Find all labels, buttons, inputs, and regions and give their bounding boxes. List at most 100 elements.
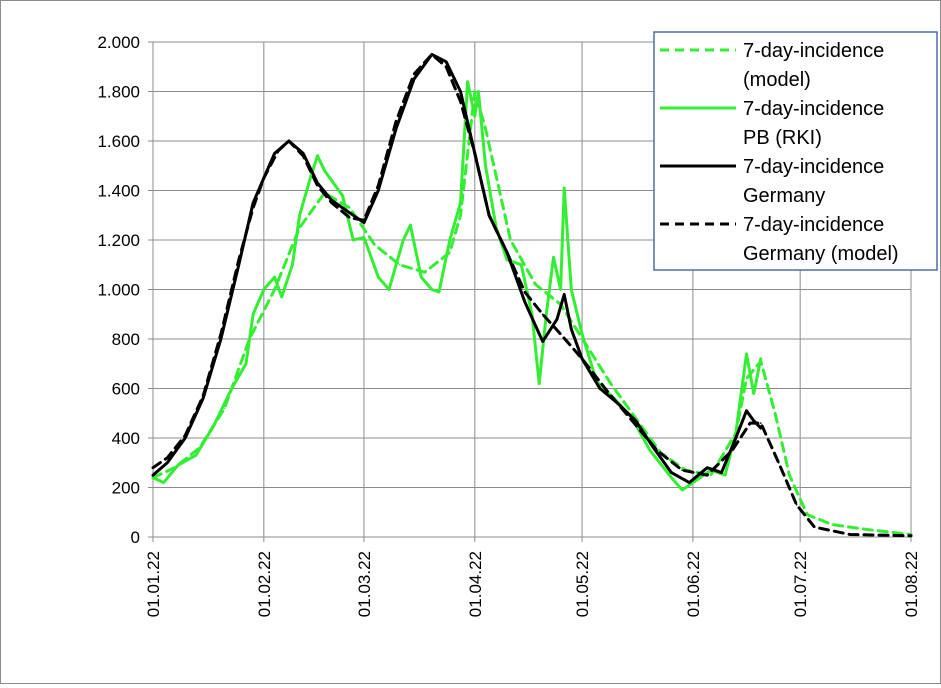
data-point (556, 318, 558, 321)
x-axis: 01.01.22 01.02.22 01.03.22 01.04.22 01.05.22… (144, 536, 921, 617)
data-point (288, 140, 290, 142)
data-point (238, 264, 240, 266)
data-point (477, 90, 480, 93)
data-point (388, 288, 390, 291)
series-layer (151, 52, 913, 538)
data-point (634, 419, 637, 422)
data-point (413, 78, 415, 80)
data-point (449, 239, 451, 241)
data-point (735, 437, 737, 439)
y-tick-label: 1.400 (97, 182, 140, 201)
series-line (151, 90, 913, 536)
data-point (652, 447, 655, 449)
data-point (788, 474, 791, 476)
x-tick-label: 01.03.22 (355, 551, 374, 617)
data-point (670, 476, 673, 479)
data-point (252, 202, 254, 204)
data-point (152, 474, 154, 476)
data-point (409, 224, 412, 226)
data-point (459, 202, 462, 204)
data-point (649, 449, 651, 452)
x-tick-label: 01.05.22 (573, 551, 592, 617)
data-point (402, 239, 405, 241)
data-point (910, 535, 912, 537)
data-point (377, 276, 380, 278)
data-point (581, 358, 583, 360)
data-point (162, 481, 165, 484)
data-point (252, 313, 254, 316)
legend-label: (model) (743, 69, 811, 91)
data-point (559, 333, 562, 335)
series-line (151, 52, 763, 485)
data-point (849, 533, 851, 536)
data-point (506, 251, 508, 254)
data-point (752, 392, 755, 395)
data-point (488, 214, 490, 217)
data-point (420, 276, 423, 278)
data-point (706, 474, 708, 476)
data-point (524, 301, 526, 303)
data-point (302, 152, 305, 155)
data-point (867, 528, 869, 531)
data-point (570, 328, 573, 330)
data-point (745, 353, 748, 355)
data-point (323, 169, 326, 172)
data-point (220, 338, 222, 340)
y-tick-label: 2.000 (97, 33, 140, 52)
data-point (538, 382, 540, 385)
data-point (363, 236, 365, 239)
legend-label: PB (RKI) (743, 127, 822, 149)
legend-label: 7-day-incidence (743, 156, 884, 178)
data-point (795, 504, 798, 506)
data-point (534, 283, 537, 286)
y-tick-label: 400 (112, 429, 140, 448)
data-point (545, 313, 548, 316)
data-point (459, 90, 462, 93)
data-point (395, 127, 397, 130)
data-point (520, 264, 523, 266)
data-point (445, 61, 448, 63)
x-tick-label: 01.01.22 (144, 551, 163, 617)
data-point (813, 526, 816, 528)
data-point (617, 402, 619, 405)
y-tick-label: 800 (112, 330, 140, 349)
data-point (309, 177, 312, 179)
data-point (352, 239, 355, 241)
data-point (263, 177, 265, 179)
data-point (806, 513, 809, 516)
data-point (506, 259, 508, 261)
data-point (509, 239, 512, 241)
data-point (348, 212, 351, 214)
x-tick-label: 01.04.22 (466, 551, 485, 617)
data-point (291, 264, 294, 266)
y-tick-label: 600 (112, 380, 140, 399)
x-tick-label: 01.02.22 (255, 551, 274, 617)
data-point (760, 422, 762, 424)
data-point (334, 184, 337, 187)
legend-box (653, 31, 938, 271)
y-tick-label: 1.600 (97, 132, 140, 151)
data-point (348, 216, 351, 219)
data-point (760, 358, 762, 360)
data-point (459, 100, 462, 103)
data-point (688, 481, 691, 484)
legend-label: 7-day-incidence (743, 98, 884, 120)
data-point (166, 462, 169, 464)
data-point (195, 454, 197, 457)
data-point (202, 397, 204, 400)
y-tick-label: 200 (112, 479, 140, 498)
data-point (263, 288, 265, 291)
data-point (213, 424, 215, 427)
data-point (563, 187, 565, 189)
legend-label: 7-day-incidence (743, 40, 884, 62)
data-point (777, 462, 780, 464)
data-point (373, 244, 376, 246)
data-point (395, 120, 397, 122)
data-point (273, 276, 276, 278)
y-tick-label: 0 (131, 528, 140, 547)
data-point (724, 474, 726, 476)
data-point (599, 387, 601, 390)
data-point (316, 155, 319, 157)
